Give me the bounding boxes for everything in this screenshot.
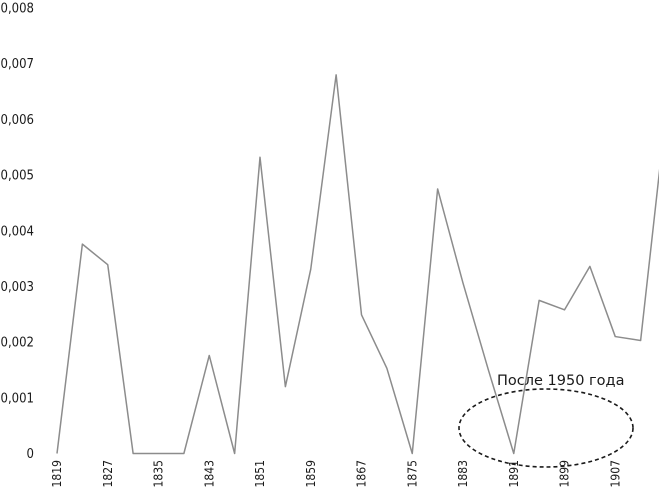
x-tick-label: 1907 [608,460,622,487]
y-tick-label: 0,002 [1,336,34,351]
x-tick-label: 1827 [101,460,115,487]
x-tick-label: 1867 [355,460,369,487]
y-tick-label: 0,005 [1,169,34,184]
x-tick-label: 1883 [456,460,470,487]
y-axis: 0 0,001 0,002 0,003 0,004 0,005 0,006 0,007 0,00… [1,2,34,463]
y-tick-label: 0,007 [1,57,34,72]
post-1950-annotation: После 1950 года [458,373,634,468]
y-tick-label: 0,003 [1,280,34,295]
x-tick-label: 1859 [304,460,318,488]
y-tick-label: 0,006 [1,113,34,128]
x-tick-label: 1891 [507,460,521,487]
x-tick-label: 1843 [202,460,216,487]
x-tick-label: 1875 [405,460,419,487]
y-tick-label: 0 [27,447,34,462]
x-tick-label: 1851 [253,460,267,487]
annotation-dashed-ellipse [458,388,634,468]
y-tick-label: 0,004 [1,224,34,239]
annotation-label: После 1950 года [497,373,624,389]
y-tick-label: 0,001 [1,391,34,406]
x-axis: 1819 1827 1835 1843 1851 1859 1867 1875 1883 1891… [50,460,622,488]
series-line [56,74,659,455]
x-tick-label: 1835 [152,460,166,487]
y-tick-label: 0,008 [1,2,34,17]
x-tick-label: 1899 [558,460,572,488]
x-tick-label: 1819 [50,460,64,488]
